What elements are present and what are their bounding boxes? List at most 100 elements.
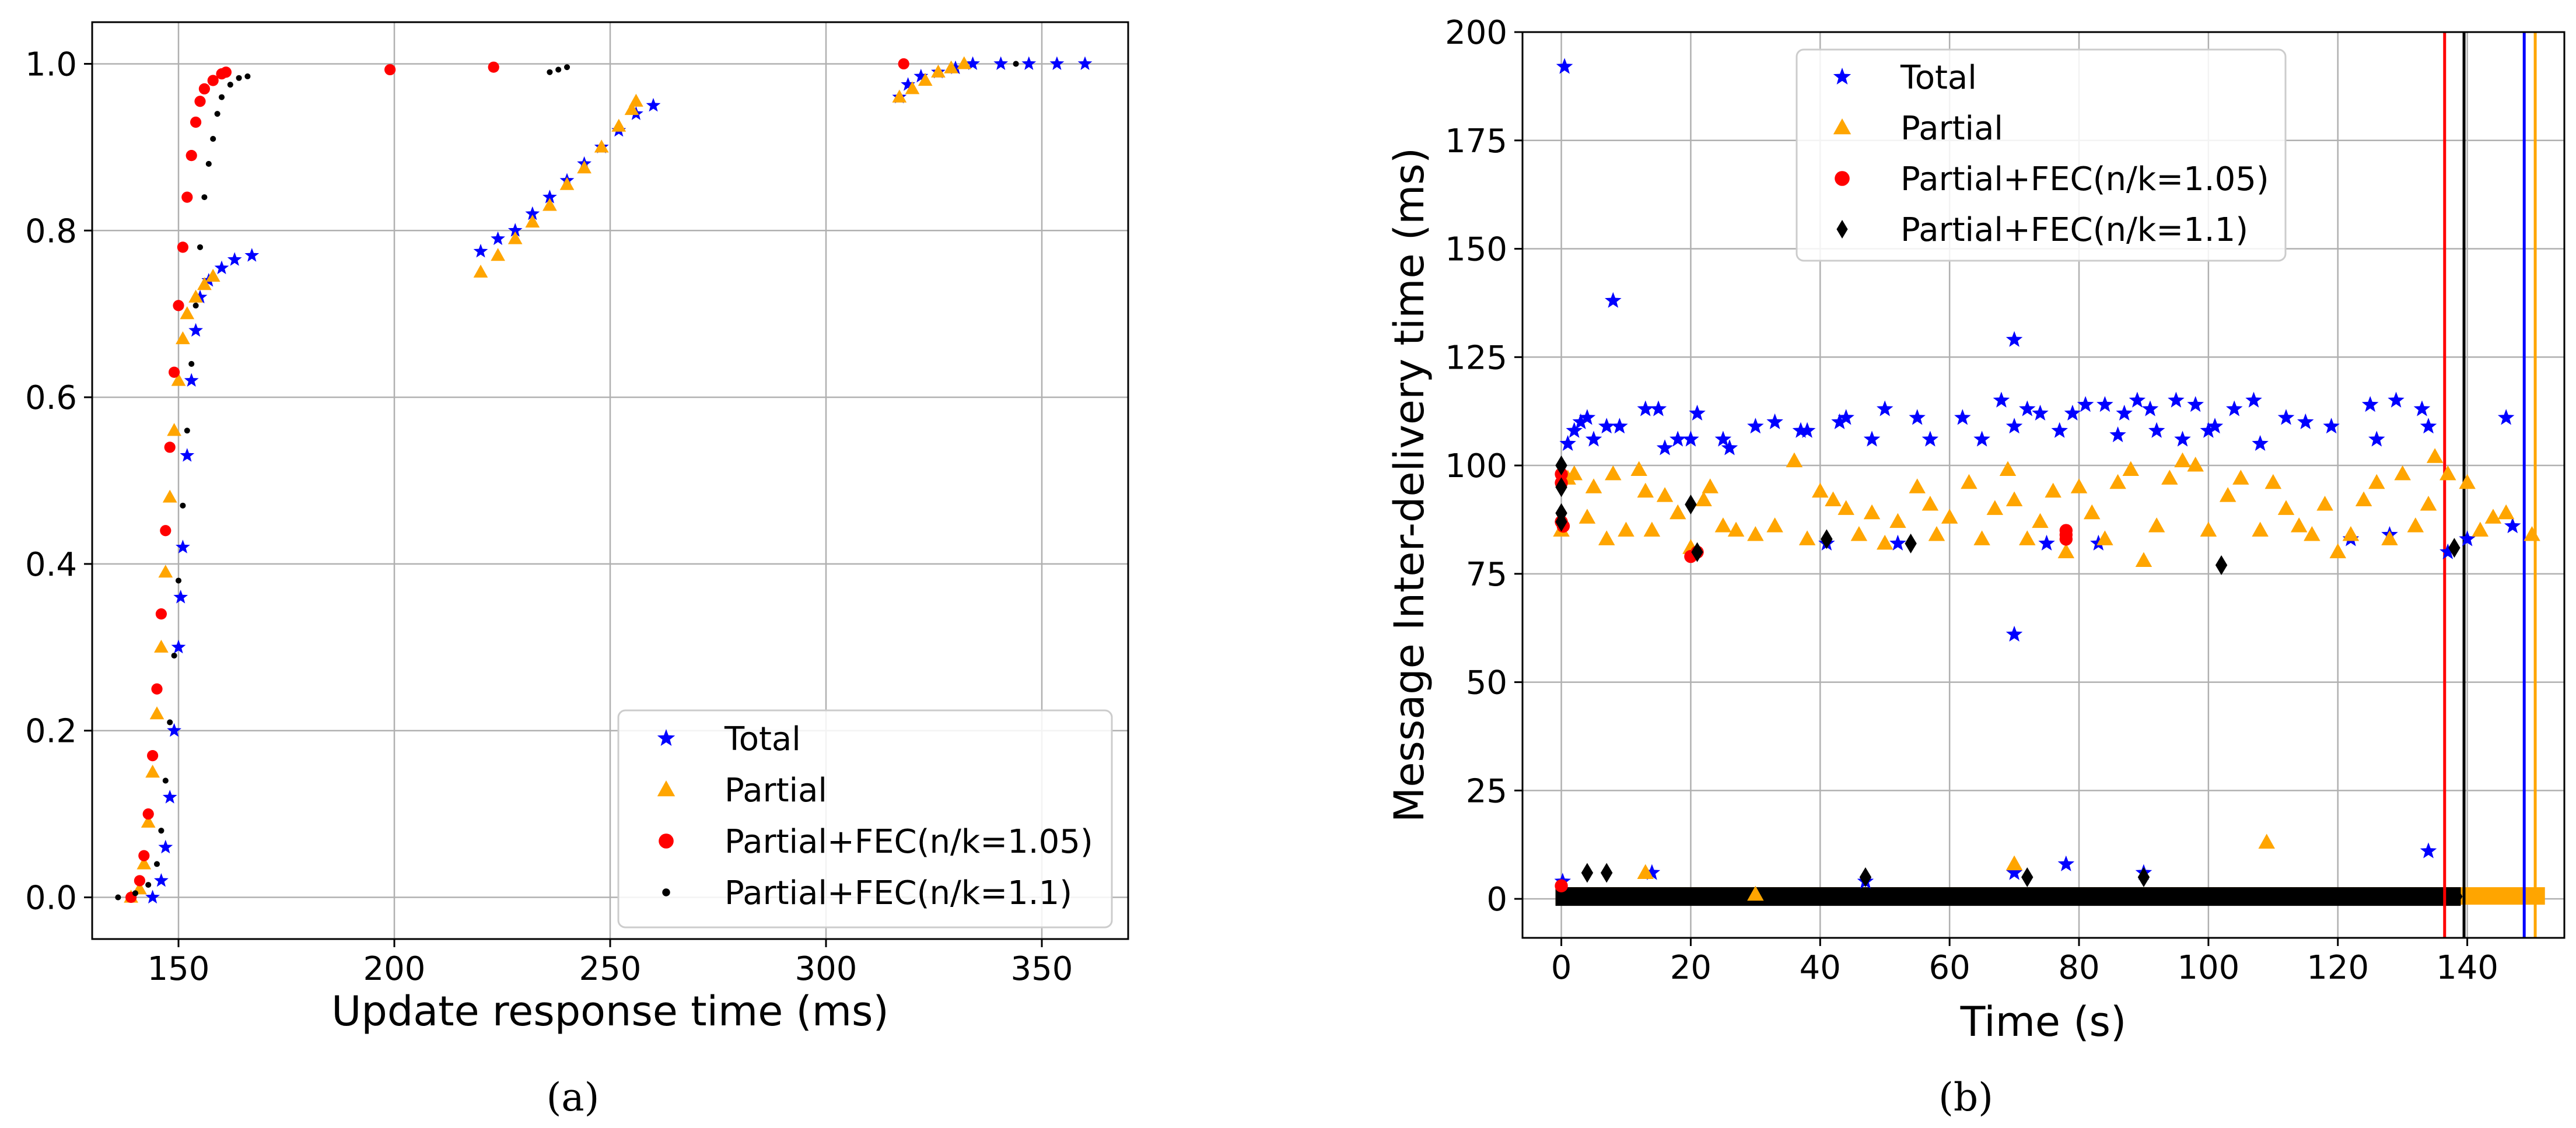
data-point	[145, 889, 160, 904]
x-tick-label: 140	[2436, 949, 2498, 987]
data-point	[153, 861, 160, 867]
data-point	[957, 56, 972, 69]
data-point	[1889, 534, 1906, 551]
data-point	[559, 177, 575, 190]
data-point	[629, 93, 643, 107]
data-point	[2021, 867, 2034, 887]
data-point	[1766, 413, 1783, 429]
data-point	[1578, 509, 1596, 524]
data-point	[2323, 418, 2340, 434]
data-point	[1831, 413, 1848, 429]
data-point	[488, 61, 499, 73]
y-tick-label: 0.0	[25, 880, 77, 917]
data-point	[162, 489, 177, 503]
data-point	[188, 289, 203, 303]
y-tick-label: 0.2	[25, 713, 77, 751]
data-point	[2361, 396, 2379, 412]
data-point	[1999, 461, 2017, 476]
data-point	[2059, 533, 2073, 546]
y-tick-label: 175	[1445, 122, 1507, 160]
data-point	[2219, 487, 2236, 502]
data-point	[136, 856, 152, 870]
series-triangle	[124, 56, 972, 903]
data-point	[1685, 494, 1697, 514]
data-point	[2426, 448, 2444, 463]
x-tick-label: 350	[1011, 950, 1073, 988]
data-point	[167, 719, 173, 726]
data-point	[2394, 465, 2411, 481]
data-point	[1695, 491, 1712, 507]
data-point	[1905, 533, 1917, 554]
data-point	[2459, 474, 2476, 489]
data-point	[1605, 465, 1622, 481]
data-point	[184, 373, 199, 387]
data-point	[173, 300, 184, 311]
data-point	[1581, 863, 1594, 883]
data-point	[192, 289, 208, 304]
data-point	[177, 241, 188, 253]
data-point	[1941, 509, 1958, 524]
data-point	[2006, 864, 2023, 880]
data-point	[2388, 391, 2404, 408]
x-tick-label: 40	[1800, 949, 1841, 987]
data-point	[2122, 461, 2140, 476]
data-point	[1077, 56, 1093, 70]
data-point	[220, 66, 232, 78]
plot-frame-a	[91, 21, 1129, 940]
data-point	[1798, 422, 1816, 438]
data-point	[1702, 478, 1718, 493]
data-point	[1909, 478, 1926, 493]
data-point	[2187, 457, 2204, 472]
data-point	[2252, 435, 2269, 451]
data-point	[508, 231, 523, 244]
data-point	[525, 206, 540, 220]
data-point	[1566, 465, 1583, 481]
data-point	[892, 89, 907, 103]
data-point	[175, 577, 182, 584]
data-point	[1798, 530, 1816, 545]
data-point	[1021, 56, 1037, 70]
data-point	[2232, 470, 2249, 485]
data-point	[1747, 526, 1764, 541]
data-point	[2135, 552, 2152, 567]
data-point	[2277, 409, 2295, 425]
data-point	[1825, 491, 1842, 507]
data-point	[384, 64, 396, 76]
data-point	[1691, 542, 1703, 562]
data-point	[2215, 555, 2228, 575]
chart-panel-a: 150 200 250 300 350 0.0 0.2 0.4 0.6 0.8 1.0 Update …	[25, 21, 1129, 1120]
legend-marker-icon	[659, 833, 674, 849]
data-point	[905, 81, 920, 94]
data-point	[164, 442, 176, 453]
x-tick-label: 100	[2177, 949, 2239, 987]
data-point	[218, 94, 225, 100]
data-point	[508, 223, 523, 237]
data-point	[1747, 418, 1764, 434]
data-point	[180, 448, 195, 462]
data-point	[2277, 500, 2295, 515]
legend-box	[1796, 48, 2287, 262]
data-point	[1605, 292, 1622, 308]
y-tick-label: 0	[1486, 881, 1507, 919]
data-point	[2006, 855, 2023, 871]
x-tick-label: 0	[1551, 949, 1572, 987]
legend-marker-icon	[1835, 171, 1850, 186]
y-tick-label: 200	[1445, 14, 1507, 52]
data-point	[1637, 864, 1654, 880]
data-point	[1598, 530, 1615, 545]
data-point	[154, 873, 169, 887]
data-point	[473, 264, 488, 278]
data-point	[197, 277, 212, 290]
y-tick-label: 1.0	[25, 45, 77, 83]
data-point	[194, 96, 206, 107]
y-tick-label: 75	[1466, 556, 1507, 594]
data-point	[132, 890, 139, 896]
data-point	[1643, 864, 1661, 880]
data-point	[1630, 461, 1647, 476]
data-point	[1611, 418, 1628, 434]
data-point	[2096, 396, 2113, 412]
legend-marker-icon	[662, 888, 670, 896]
near-zero-band	[1555, 887, 2545, 906]
data-point	[2342, 526, 2360, 541]
data-point	[1721, 439, 1738, 456]
